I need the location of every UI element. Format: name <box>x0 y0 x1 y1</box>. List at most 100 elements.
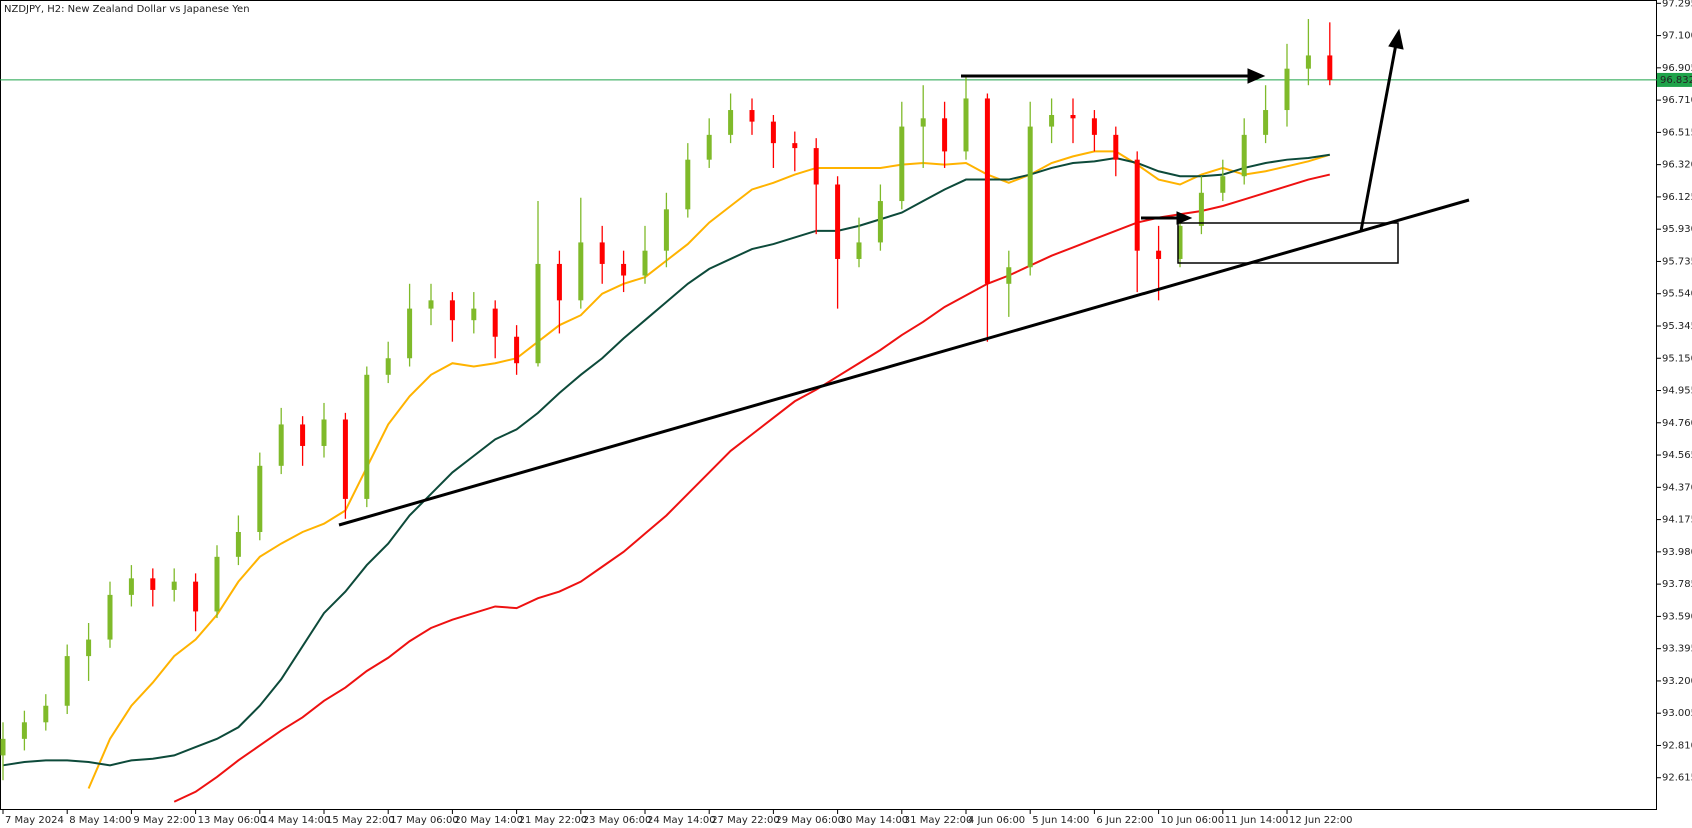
drawings <box>338 28 1470 527</box>
candle-body <box>1006 267 1012 284</box>
price-label-box <box>1657 72 1692 87</box>
candle-body <box>984 98 990 284</box>
chart-title: NZDJPY, H2: New Zealand Dollar vs Japane… <box>4 4 250 15</box>
x-tick-label: 5 Jun 14:00 <box>1032 815 1089 826</box>
candle-body <box>770 121 776 144</box>
x-tick-label: 12 Jun 22:00 <box>1289 815 1353 826</box>
candle-body <box>21 722 27 739</box>
y-tick-label: 94.175 <box>1662 515 1692 526</box>
candle-body <box>728 110 734 135</box>
candle-body <box>235 532 241 557</box>
candle-body <box>1305 55 1311 69</box>
candle-body <box>535 263 541 364</box>
zone-box <box>1177 222 1399 264</box>
candle-body <box>835 184 841 259</box>
candle-body <box>899 126 905 202</box>
candle-body <box>963 98 969 152</box>
candle-body <box>1113 134 1119 160</box>
x-tick-label: 9 May 22:00 <box>133 815 195 826</box>
arrow-head <box>1176 211 1193 225</box>
candle-body <box>1177 225 1183 259</box>
x-tick-label: 8 May 14:00 <box>69 815 131 826</box>
y-tick-label: 92.810 <box>1662 740 1692 751</box>
candle-body <box>342 419 348 499</box>
y-tick-label: 97.100 <box>1662 31 1692 42</box>
y-tick-label: 95.735 <box>1662 256 1692 267</box>
candle-body <box>856 242 862 259</box>
y-tick-label: 93.980 <box>1662 547 1692 558</box>
moving-average <box>2 153 1330 767</box>
x-tick-label: 23 May 06:00 <box>583 815 652 826</box>
candle-body <box>706 134 712 160</box>
y-tick-label: 93.395 <box>1662 644 1692 655</box>
x-tick-label: 4 Jun 06:00 <box>968 815 1025 826</box>
x-tick-label: 7 May 2024 <box>5 815 64 826</box>
candle-body <box>1070 115 1076 119</box>
x-tick-label: 31 May 22:00 <box>904 815 973 826</box>
candle-body <box>171 581 177 590</box>
y-tick-label: 96.320 <box>1662 160 1692 171</box>
candle-body <box>257 465 263 533</box>
candle-body <box>107 594 113 640</box>
candle-body <box>663 209 669 251</box>
candle-body <box>492 308 498 337</box>
candle-body <box>43 705 49 723</box>
moving-average <box>87 150 1331 789</box>
y-tick-label: 93.200 <box>1662 676 1692 687</box>
y-tick-label: 93.590 <box>1662 611 1692 622</box>
candle-body <box>556 263 562 301</box>
candle-body <box>1198 192 1204 226</box>
trendline <box>338 198 1470 527</box>
candle-body <box>364 374 370 499</box>
candle-body <box>86 639 92 657</box>
candle-body <box>193 581 199 612</box>
y-tick-label: 93.005 <box>1662 708 1692 719</box>
plot-frame <box>0 0 1657 810</box>
candle-body <box>278 424 284 466</box>
marks-layer <box>0 19 1657 803</box>
arrow-head <box>1247 68 1266 84</box>
candle-body <box>1327 55 1333 80</box>
candle-body <box>642 250 648 276</box>
candle-body <box>599 242 605 264</box>
y-tick-label: 94.370 <box>1662 482 1692 493</box>
candle-body <box>792 143 798 149</box>
candle-body <box>1134 159 1140 251</box>
candle-body <box>150 578 156 590</box>
candle-body <box>449 300 455 321</box>
y-tick-label: 92.615 <box>1662 773 1692 784</box>
arrow-line <box>1359 43 1398 232</box>
x-tick-label: 17 May 06:00 <box>390 815 459 826</box>
candle-body <box>1156 250 1162 259</box>
x-tick-label: 30 May 14:00 <box>840 815 909 826</box>
y-tick-label: 96.710 <box>1662 95 1692 106</box>
candle-body <box>877 201 883 243</box>
x-tick-label: 20 May 14:00 <box>454 815 523 826</box>
candle-body <box>1284 68 1290 111</box>
y-tick-label: 96.125 <box>1662 192 1692 203</box>
candle-body <box>471 308 477 321</box>
y-tick-label: 94.955 <box>1662 386 1692 397</box>
x-tick-label: 11 Jun 14:00 <box>1225 815 1289 826</box>
candle-body <box>920 118 926 127</box>
x-tick-label: 15 May 22:00 <box>326 815 395 826</box>
candle-body <box>128 578 134 595</box>
candle-body <box>1241 134 1247 177</box>
arrow-head <box>1388 28 1404 50</box>
candle-body <box>1220 176 1226 193</box>
y-tick-label: 95.345 <box>1662 321 1692 332</box>
y-tick-label: 97.295 <box>1662 0 1692 9</box>
candle-body <box>1263 110 1269 135</box>
x-tick-label: 27 May 22:00 <box>711 815 780 826</box>
x-tick-label: 13 May 06:00 <box>198 815 267 826</box>
y-tick-label: 95.150 <box>1662 353 1692 364</box>
candle-body <box>1049 115 1055 127</box>
price-label: 96.832 <box>1660 75 1692 86</box>
candle-body <box>428 300 434 309</box>
y-tick-label: 94.760 <box>1662 418 1692 429</box>
candle-body <box>1027 126 1033 268</box>
candle-body <box>942 118 948 152</box>
y-tick-label: 95.540 <box>1662 289 1692 300</box>
candle-body <box>685 159 691 210</box>
